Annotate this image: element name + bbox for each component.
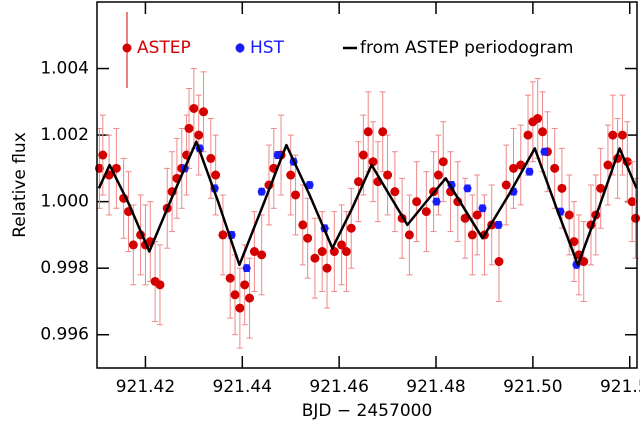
point <box>433 170 443 180</box>
point <box>286 170 296 180</box>
point <box>230 290 240 300</box>
point <box>538 127 548 137</box>
model-line <box>97 140 638 267</box>
point <box>291 190 301 200</box>
point <box>494 220 503 229</box>
point <box>317 247 327 257</box>
x-tick-label: 921.52 <box>600 377 640 397</box>
point <box>525 167 534 176</box>
point <box>98 150 108 160</box>
point <box>199 107 209 117</box>
point <box>358 150 368 160</box>
point <box>249 247 259 257</box>
point <box>310 253 320 263</box>
legend-label: HST <box>250 38 285 58</box>
point <box>579 257 589 267</box>
plot-frame <box>96 1 638 369</box>
point <box>206 153 216 163</box>
point <box>631 213 640 223</box>
point <box>460 213 470 223</box>
y-tick-label: 1.000 <box>40 192 89 212</box>
y-tick-label: 0.996 <box>40 325 89 345</box>
x-tick-label: 921.46 <box>309 377 368 397</box>
y-tick-label: 1.004 <box>40 59 89 79</box>
point <box>564 210 574 220</box>
point <box>557 183 567 193</box>
point <box>111 163 121 173</box>
point <box>242 264 251 273</box>
point <box>298 220 308 230</box>
point <box>383 170 393 180</box>
point <box>467 230 477 240</box>
point <box>218 230 228 240</box>
legend-marker <box>122 43 132 53</box>
point <box>194 130 204 140</box>
y-axis-label: Relative flux <box>10 132 30 238</box>
point <box>438 157 448 167</box>
point <box>404 230 414 240</box>
point <box>550 163 560 173</box>
point <box>540 147 549 156</box>
point <box>346 223 356 233</box>
point <box>533 113 543 123</box>
point <box>617 130 627 140</box>
legend-marker <box>235 43 245 53</box>
point <box>463 184 472 193</box>
point <box>378 127 388 137</box>
x-tick-label: 921.50 <box>503 377 562 397</box>
point <box>523 130 533 140</box>
point <box>608 130 618 140</box>
point <box>189 103 199 113</box>
x-tick-label: 921.42 <box>116 377 175 397</box>
point <box>225 273 235 283</box>
point <box>363 127 373 137</box>
legend-label: ASTEP <box>137 38 191 58</box>
point <box>211 170 221 180</box>
point <box>128 240 138 250</box>
point <box>303 233 313 243</box>
x-tick-label: 921.48 <box>406 377 465 397</box>
point <box>472 210 482 220</box>
point <box>569 237 579 247</box>
point <box>257 250 267 260</box>
point <box>390 187 400 197</box>
point <box>501 180 511 190</box>
point <box>627 197 637 207</box>
point <box>478 204 487 213</box>
point <box>155 280 165 290</box>
point <box>354 177 364 187</box>
point <box>184 123 194 133</box>
x-tick-label: 921.44 <box>213 377 272 397</box>
point <box>368 157 378 167</box>
x-axis-label: BJD − 2457000 <box>302 401 433 421</box>
point <box>596 183 606 193</box>
point <box>337 240 347 250</box>
point <box>603 160 613 170</box>
point <box>273 151 282 160</box>
point <box>240 280 250 290</box>
legend-label: from ASTEP periodogram <box>360 38 573 58</box>
point <box>245 293 255 303</box>
point <box>257 187 266 196</box>
point <box>432 197 441 206</box>
point <box>322 263 332 273</box>
y-tick-label: 1.002 <box>40 125 89 145</box>
point <box>509 163 519 173</box>
point <box>235 303 245 313</box>
point <box>421 207 431 217</box>
point <box>341 247 351 257</box>
point <box>494 257 504 267</box>
point <box>305 181 314 189</box>
point <box>412 197 422 207</box>
y-tick-label: 0.998 <box>40 258 89 278</box>
